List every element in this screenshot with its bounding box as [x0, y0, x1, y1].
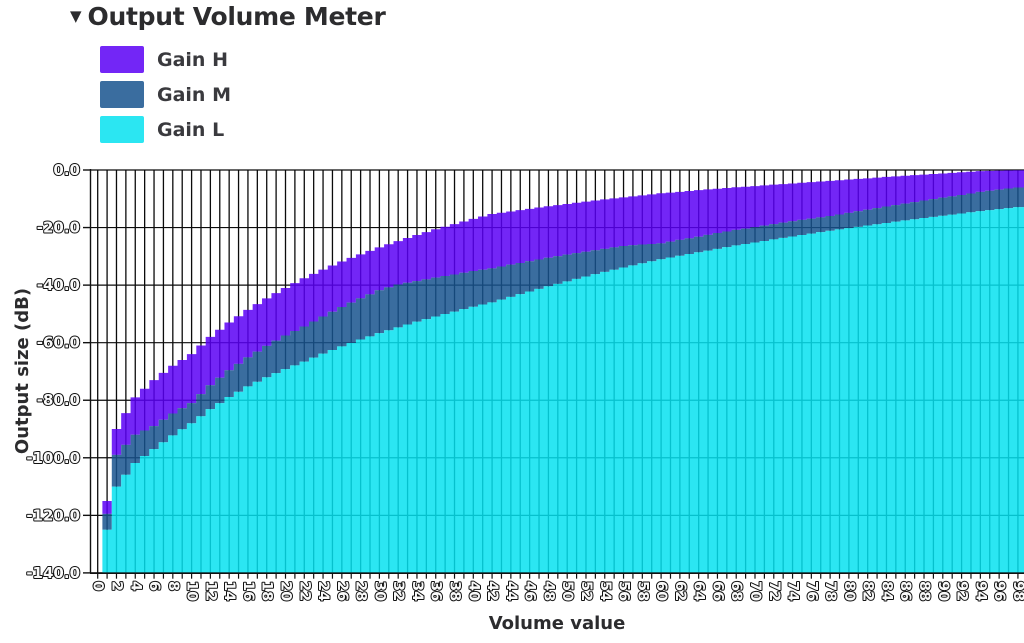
- chart-legend: Gain H Gain M Gain L: [100, 46, 231, 151]
- svg-text:0: 0: [90, 581, 106, 591]
- svg-text:90: 90: [935, 581, 951, 601]
- svg-text:50: 50: [559, 581, 575, 601]
- svg-text:22: 22: [296, 581, 312, 601]
- svg-text:16: 16: [240, 581, 256, 601]
- svg-text:14: 14: [221, 581, 237, 601]
- svg-text:6: 6: [146, 581, 162, 591]
- svg-text:78: 78: [822, 581, 838, 601]
- svg-text:44: 44: [503, 581, 519, 601]
- legend-label: Gain M: [157, 83, 231, 106]
- svg-text:56: 56: [616, 581, 632, 601]
- x-axis-title: Volume value: [488, 613, 626, 634]
- svg-text:86: 86: [897, 581, 913, 601]
- svg-text:-60.0: -60.0: [37, 334, 80, 352]
- svg-text:66: 66: [709, 581, 725, 601]
- legend-item-gain-m: Gain M: [100, 81, 231, 108]
- svg-text:70: 70: [747, 581, 763, 601]
- svg-text:58: 58: [634, 581, 650, 601]
- svg-text:48: 48: [540, 581, 556, 601]
- svg-text:24: 24: [315, 581, 331, 601]
- svg-text:32: 32: [390, 581, 406, 601]
- legend-swatch-gain-l: [100, 116, 144, 143]
- svg-text:82: 82: [860, 581, 876, 601]
- svg-text:36: 36: [428, 581, 444, 601]
- svg-text:8: 8: [165, 581, 181, 591]
- svg-text:28: 28: [353, 581, 369, 601]
- svg-text:38: 38: [447, 581, 463, 601]
- svg-text:40: 40: [465, 581, 481, 601]
- svg-text:80: 80: [841, 581, 857, 601]
- svg-text:34: 34: [409, 581, 425, 601]
- area-gain-m: [102, 187, 1024, 530]
- svg-text:60: 60: [653, 581, 669, 601]
- svg-text:2: 2: [108, 581, 124, 591]
- tick-marks: [83, 169, 1019, 579]
- svg-text:30: 30: [371, 581, 387, 601]
- svg-text:26: 26: [334, 581, 350, 601]
- svg-text:-80.0: -80.0: [37, 391, 80, 409]
- y-axis-title: Output size (dB): [12, 287, 33, 455]
- svg-text:-20.0: -20.0: [37, 219, 80, 237]
- collapse-triangle-icon[interactable]: ▼: [70, 7, 82, 25]
- svg-text:64: 64: [691, 581, 707, 601]
- svg-text:62: 62: [672, 581, 688, 601]
- svg-text:96: 96: [991, 581, 1007, 601]
- legend-swatch-gain-m: [100, 81, 144, 108]
- section-header: ▼ Output Volume Meter: [70, 1, 386, 31]
- svg-text:10: 10: [184, 581, 200, 601]
- axis-spines: [89, 169, 1024, 575]
- svg-text:20: 20: [278, 581, 294, 601]
- svg-text:-140.0: -140.0: [26, 564, 80, 582]
- svg-text:0.0: 0.0: [53, 161, 80, 179]
- legend-item-gain-h: Gain H: [100, 46, 231, 73]
- svg-text:52: 52: [578, 581, 594, 601]
- svg-text:12: 12: [202, 581, 218, 601]
- svg-text:-40.0: -40.0: [37, 276, 80, 294]
- svg-text:76: 76: [803, 581, 819, 601]
- svg-text:92: 92: [954, 581, 970, 601]
- svg-text:72: 72: [766, 581, 782, 601]
- svg-text:-120.0: -120.0: [26, 506, 80, 524]
- svg-text:-100.0: -100.0: [26, 449, 80, 467]
- svg-text:84: 84: [878, 581, 894, 601]
- area-gain-h: [102, 170, 1024, 514]
- svg-text:74: 74: [785, 581, 801, 601]
- y-tick-labels: 0.0 -20.0 -40.0 -60.0 -80.0 -100.0 -120.0 -140.…: [25, 160, 81, 583]
- page-title: Output Volume Meter: [87, 1, 386, 31]
- svg-text:18: 18: [259, 581, 275, 601]
- area-gain-l: [102, 207, 1024, 573]
- svg-text:88: 88: [916, 581, 932, 601]
- legend-label: Gain H: [157, 48, 228, 71]
- legend-swatch-gain-h: [100, 46, 144, 73]
- svg-text:94: 94: [972, 581, 988, 601]
- svg-text:68: 68: [728, 581, 744, 601]
- svg-text:46: 46: [522, 581, 538, 601]
- svg-text:98: 98: [1010, 581, 1024, 601]
- svg-text:54: 54: [597, 581, 613, 601]
- svg-text:42: 42: [484, 581, 500, 601]
- legend-item-gain-l: Gain L: [100, 116, 231, 143]
- x-tick-labels: 0 2 4 6 8 10 12 14 16 18 20 22 24 26 28 30 32 34 36 38 40 42 4…: [89, 580, 1024, 602]
- legend-label: Gain L: [157, 118, 225, 141]
- svg-text:4: 4: [127, 581, 143, 591]
